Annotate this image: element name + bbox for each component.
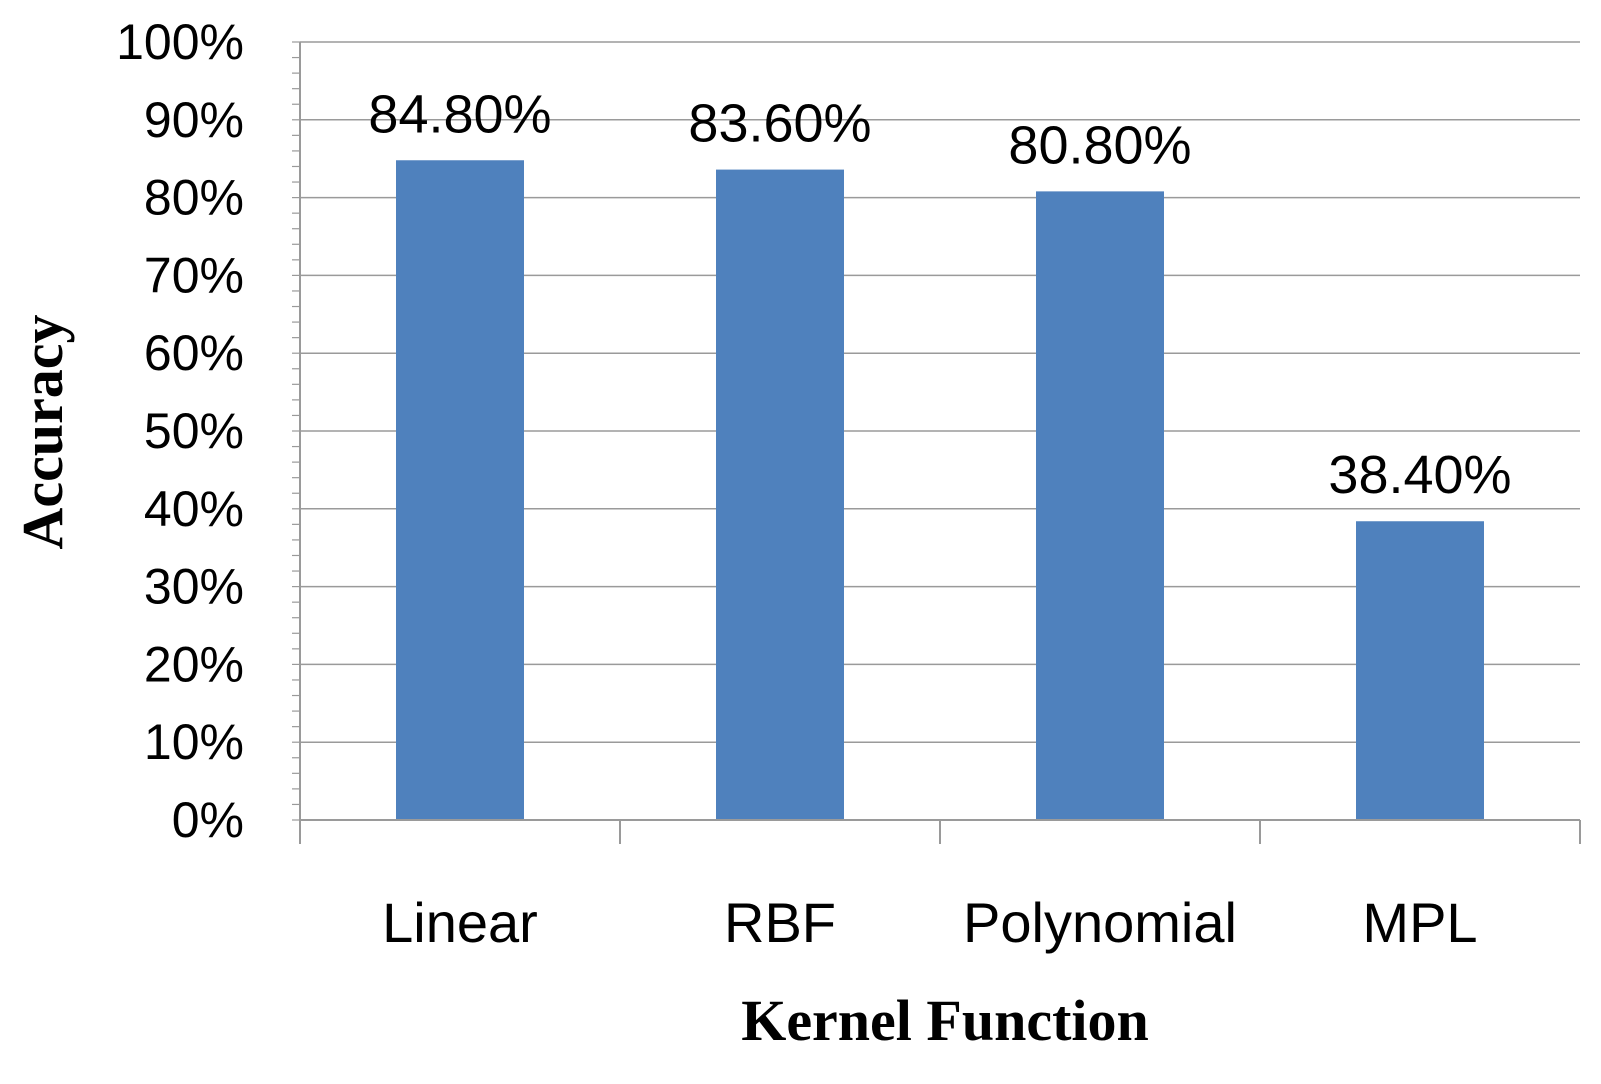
y-axis-minor-ticks: [292, 41, 300, 821]
y-tick-label: 50%: [144, 403, 244, 459]
bars: [396, 160, 1484, 821]
y-axis-title: Accuracy: [10, 314, 75, 549]
y-tick-labels: 0% 10% 20% 30% 40% 50% 60% 70% 80% 90% 100%: [116, 14, 244, 848]
data-label: 80.80%: [1008, 115, 1191, 175]
data-label: 84.80%: [368, 84, 551, 144]
y-tick-label: 10%: [144, 714, 244, 770]
axes: [299, 42, 1581, 844]
y-tick-label: 70%: [144, 247, 244, 303]
data-label: 38.40%: [1328, 445, 1511, 505]
bar-polynomial: [1036, 191, 1164, 821]
x-tick-label: Linear: [382, 891, 538, 954]
bar-mpl: [1356, 521, 1484, 820]
x-tick-labels: Linear RBF Polynomial MPL: [382, 891, 1477, 954]
data-labels: 84.80% 83.60% 80.80% 38.40%: [368, 84, 1511, 505]
x-tick-label: MPL: [1362, 891, 1477, 954]
y-tick-label: 100%: [116, 14, 244, 70]
x-tick-label: Polynomial: [963, 891, 1237, 954]
y-tick-label: 40%: [144, 481, 244, 537]
bar-rbf: [716, 169, 844, 821]
y-tick-label: 60%: [144, 325, 244, 381]
x-tick-label: RBF: [724, 891, 836, 954]
x-axis-title: Kernel Function: [741, 988, 1149, 1053]
bar-linear: [396, 160, 524, 821]
y-tick-label: 80%: [144, 170, 244, 226]
y-tick-label: 20%: [144, 636, 244, 692]
y-tick-label: 0%: [172, 792, 244, 848]
data-label: 83.60%: [688, 94, 871, 154]
y-tick-label: 90%: [144, 92, 244, 148]
y-tick-label: 30%: [144, 559, 244, 615]
